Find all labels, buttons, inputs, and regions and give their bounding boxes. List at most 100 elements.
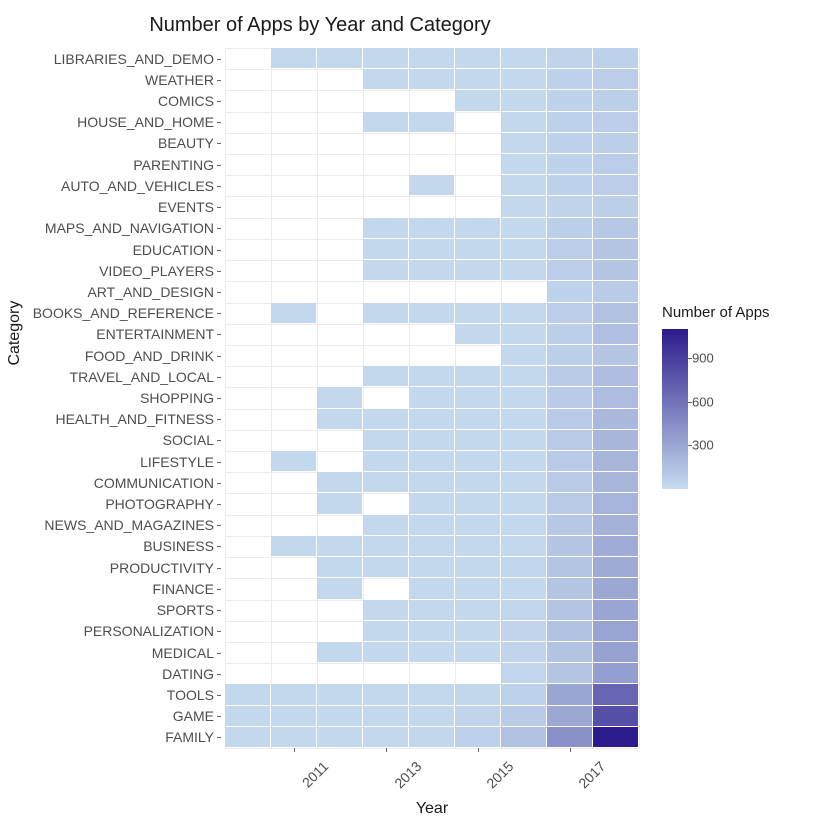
heatmap-cell: [547, 260, 592, 280]
heatmap-cell: [455, 451, 500, 471]
heatmap-cell: [409, 430, 454, 450]
y-tick-label: SOCIAL: [163, 432, 214, 448]
heatmap-cell: [547, 430, 592, 450]
y-tick-label: BEAUTY: [158, 135, 214, 151]
heatmap-cell: [363, 600, 408, 620]
heatmap-cell: [409, 175, 454, 195]
heatmap-cell: [593, 218, 638, 238]
heatmap-cell: [501, 684, 546, 704]
heatmap-cell: [593, 48, 638, 68]
heatmap-cell: [409, 112, 454, 132]
heatmap-cell: [409, 684, 454, 704]
heatmap-cell: [501, 366, 546, 386]
heatmap-cell: [501, 112, 546, 132]
y-tick-label: COMICS: [158, 93, 214, 109]
chart-title: Number of Apps by Year and Category: [0, 14, 640, 37]
heatmap-cell: [455, 472, 500, 492]
heatmap-cell: [455, 366, 500, 386]
heatmap-cell: [455, 409, 500, 429]
heatmap-cell: [547, 621, 592, 641]
heatmap-cell: [409, 260, 454, 280]
heatmap-cell: [317, 727, 362, 747]
heatmap-cell: [409, 557, 454, 577]
y-tick-label: HEALTH_AND_FITNESS: [56, 411, 214, 427]
heatmap-cell: [363, 303, 408, 323]
heatmap-cell: [501, 324, 546, 344]
heatmap-cell: [501, 133, 546, 153]
x-tick-label: 2013: [391, 758, 424, 791]
heatmap-cell: [409, 387, 454, 407]
heatmap-cell: [501, 154, 546, 174]
heatmap-cell: [455, 430, 500, 450]
heatmap-cell: [501, 175, 546, 195]
heatmap-cell: [225, 706, 270, 726]
heatmap-cell: [547, 536, 592, 556]
heatmap-cell: [593, 112, 638, 132]
heatmap-cell: [593, 600, 638, 620]
heatmap-cell: [271, 48, 316, 68]
heatmap-cell: [501, 48, 546, 68]
heatmap-cell: [455, 600, 500, 620]
y-tick-label: BOOKS_AND_REFERENCE: [33, 305, 214, 321]
heatmap-cell: [363, 69, 408, 89]
x-axis-title: Year: [225, 800, 639, 818]
x-tick-label: 2015: [483, 758, 516, 791]
heatmap-cell: [363, 621, 408, 641]
heatmap-cell: [317, 48, 362, 68]
heatmap-cell: [547, 48, 592, 68]
heatmap-cell: [455, 684, 500, 704]
heatmap-cell: [547, 409, 592, 429]
heatmap-cell: [547, 493, 592, 513]
legend-tick-label: 300: [692, 438, 714, 453]
heatmap-cell: [409, 239, 454, 259]
heatmap-cell: [593, 387, 638, 407]
heatmap-cell: [501, 260, 546, 280]
heatmap-cell: [455, 90, 500, 110]
heatmap-cell: [317, 536, 362, 556]
heatmap-cell: [501, 600, 546, 620]
heatmap-cell: [409, 218, 454, 238]
heatmap-cell: [593, 557, 638, 577]
heatmap-cell: [501, 578, 546, 598]
heatmap-cell: [593, 90, 638, 110]
heatmap-cell: [317, 472, 362, 492]
heatmap-cell: [363, 366, 408, 386]
heatmap-cell: [409, 706, 454, 726]
heatmap-cell: [363, 451, 408, 471]
heatmap-cell: [547, 515, 592, 535]
heatmap-cell: [593, 451, 638, 471]
heatmap-cell: [593, 430, 638, 450]
heatmap-cell: [547, 472, 592, 492]
heatmap-cell: [363, 515, 408, 535]
x-tick-label: 2017: [575, 758, 608, 791]
heatmap-cell: [593, 366, 638, 386]
heatmap-cell: [409, 69, 454, 89]
heatmap-cell: [271, 303, 316, 323]
heatmap-cell: [455, 706, 500, 726]
heatmap-cell: [547, 557, 592, 577]
heatmap-cell: [409, 409, 454, 429]
y-tick-label: BUSINESS: [143, 538, 214, 554]
heatmap-cell: [501, 621, 546, 641]
y-tick-label: PRODUCTIVITY: [110, 560, 214, 576]
heatmap-cell: [409, 493, 454, 513]
heatmap-cell: [501, 90, 546, 110]
heatmap-cell: [317, 387, 362, 407]
heatmap-cell: [501, 430, 546, 450]
heatmap-cell: [363, 430, 408, 450]
heatmap-cell: [593, 133, 638, 153]
y-tick-label: DATING: [162, 666, 214, 682]
heatmap-cell: [547, 663, 592, 683]
heatmap-cell: [317, 684, 362, 704]
heatmap-cell: [363, 48, 408, 68]
heatmap-cell: [501, 727, 546, 747]
heatmap-cell: [455, 48, 500, 68]
heatmap-cell: [455, 727, 500, 747]
heatmap-cell: [547, 69, 592, 89]
heatmap-cell: [501, 239, 546, 259]
heatmap-cell: [225, 684, 270, 704]
heatmap-cell: [501, 642, 546, 662]
heatmap-cell: [593, 260, 638, 280]
heatmap-cell: [547, 387, 592, 407]
y-tick-label: ENTERTAINMENT: [96, 326, 214, 342]
